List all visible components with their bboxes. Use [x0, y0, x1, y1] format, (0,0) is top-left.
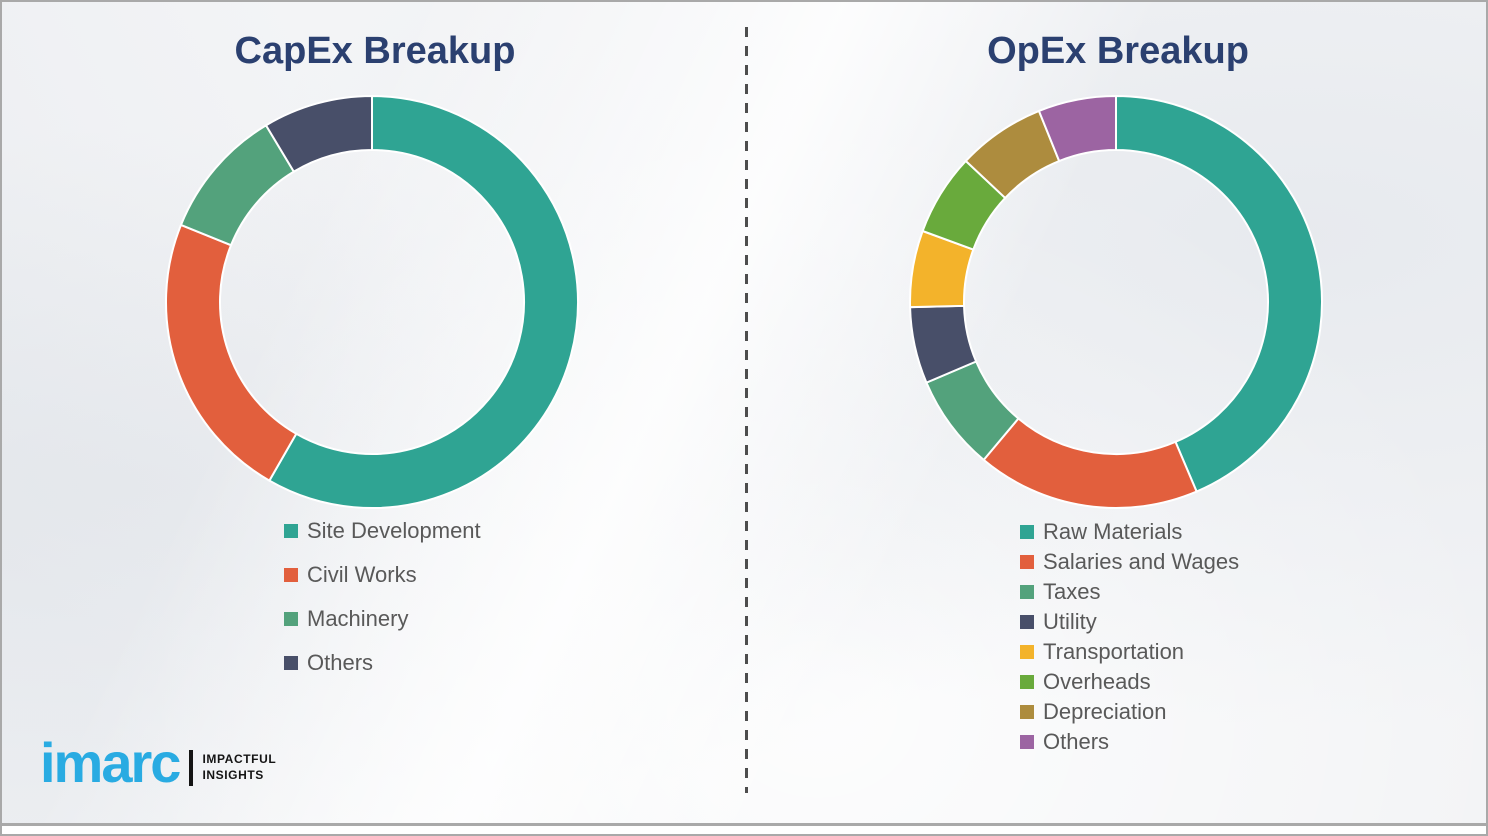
legend-swatch-overheads	[1020, 675, 1034, 689]
legend-item-transportation: Transportation	[1020, 637, 1239, 667]
legend-label: Others	[307, 650, 374, 675]
legend-item-civil-works: Civil Works	[284, 553, 481, 597]
legend-item-depreciation: Depreciation	[1020, 697, 1239, 727]
donut-slice-site-development	[268, 94, 579, 509]
legend-swatch-utility	[1020, 615, 1034, 629]
donut-slice-others	[1037, 94, 1117, 163]
imarc-tagline-line1: IMPACTFUL	[202, 752, 277, 767]
capex-donut-chart	[165, 94, 579, 509]
legend-label: Others	[1043, 729, 1110, 754]
capex-chart-title: CapEx Breakup	[234, 30, 516, 72]
legend-item-overheads: Overheads	[1020, 667, 1239, 697]
imarc-tagline-line2: INSIGHTS	[202, 768, 264, 782]
legend-label: Depreciation	[1043, 699, 1167, 724]
opex-legend: Raw Materials Salaries and Wages Taxes Util…	[1020, 517, 1239, 757]
bottom-border-strip	[2, 823, 1486, 834]
legend-label: Overheads	[1043, 669, 1151, 694]
legend-label: Utility	[1043, 609, 1097, 634]
legend-item-taxes: Taxes	[1020, 577, 1239, 607]
donut-slice-civil-works	[165, 223, 298, 482]
legend-item-raw-materials: Raw Materials	[1020, 517, 1239, 547]
panel-divider-dashed-line	[745, 27, 748, 793]
imarc-logo-divider-bar	[189, 750, 194, 786]
imarc-logo-tagline: IMPACTFUL INSIGHTS	[202, 752, 276, 783]
legend-label: Machinery	[307, 606, 409, 631]
legend-swatch-raw-materials	[1020, 525, 1034, 539]
legend-item-others: Others	[1020, 727, 1239, 757]
legend-label: Site Development	[307, 518, 481, 543]
capex-legend: Site Development Civil Works Machinery Othe…	[284, 509, 481, 685]
legend-label: Salaries and Wages	[1043, 549, 1240, 574]
legend-item-machinery: Machinery	[284, 597, 481, 641]
opex-chart-title: OpEx Breakup	[987, 30, 1249, 72]
legend-item-salaries-and-wages: Salaries and Wages	[1020, 547, 1239, 577]
legend-item-utility: Utility	[1020, 607, 1239, 637]
donut-slice-others	[264, 94, 373, 174]
legend-swatch-others	[1020, 735, 1034, 749]
legend-label: Raw Materials	[1043, 519, 1183, 544]
legend-item-site-development: Site Development	[284, 509, 481, 553]
legend-swatch-salaries-and-wages	[1020, 555, 1034, 569]
legend-swatch-transportation	[1020, 645, 1034, 659]
donut-slice-salaries-and-wages	[982, 417, 1198, 509]
capex-panel: CapEx Breakup Site Development Civil Work…	[2, 2, 748, 834]
legend-label: Civil Works	[307, 562, 417, 587]
legend-label: Transportation	[1043, 639, 1185, 664]
legend-swatch-others	[284, 656, 298, 670]
legend-swatch-machinery	[284, 612, 298, 626]
imarc-logo: imarc IMPACTFUL INSIGHTS	[40, 735, 276, 791]
legend-swatch-civil-works	[284, 568, 298, 582]
legend-swatch-depreciation	[1020, 705, 1034, 719]
legend-swatch-taxes	[1020, 585, 1034, 599]
legend-item-others: Others	[284, 641, 481, 685]
legend-label: Taxes	[1043, 579, 1101, 604]
imarc-logo-text: imarc	[40, 731, 181, 794]
donut-slice-raw-materials	[1115, 94, 1323, 493]
opex-donut-chart	[909, 94, 1323, 509]
opex-panel: OpEx Breakup Raw Materials Salaries and W…	[748, 2, 1486, 834]
legend-swatch-site-development	[284, 524, 298, 538]
